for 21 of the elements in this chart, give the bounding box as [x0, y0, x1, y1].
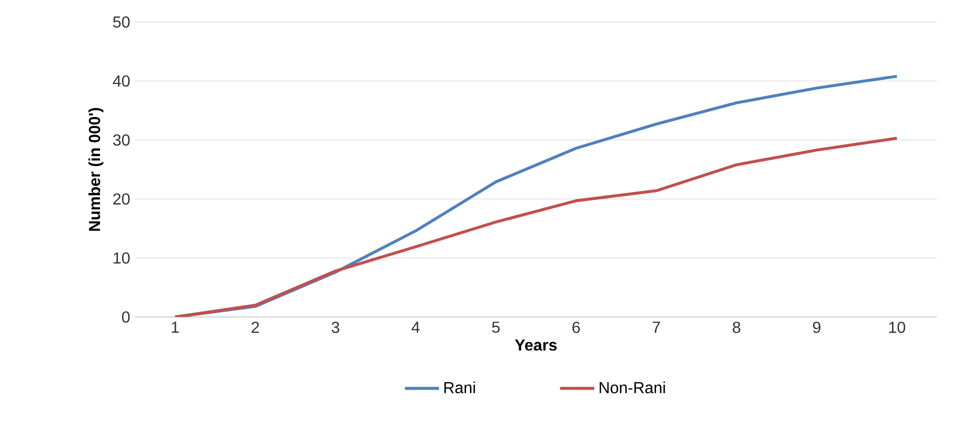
- y-tick-label: 30: [113, 134, 130, 146]
- legend-label: Rani: [444, 382, 475, 394]
- y-tick-label: 50: [113, 16, 130, 28]
- y-axis-title: Number (in 000'): [88, 108, 104, 231]
- x-tick-label: 7: [652, 322, 660, 333]
- legend-label: Non-Rani: [600, 382, 665, 394]
- x-tick-label: 3: [332, 322, 340, 334]
- x-axis-title: Years: [514, 340, 557, 351]
- line-series: [174, 136, 898, 317]
- y-tick-label: 20: [113, 193, 130, 205]
- y-tick-label: 40: [112, 75, 130, 87]
- x-tick-label: 6: [572, 322, 580, 334]
- y-tick-label: 10: [114, 252, 130, 264]
- x-tick-label: 9: [813, 322, 820, 334]
- x-tick-label: 4: [412, 322, 420, 333]
- x-tick-label: 1: [172, 322, 179, 333]
- y-tick-label: 0: [122, 311, 130, 323]
- x-tick-label: 10: [889, 322, 906, 334]
- x-tick-label: 2: [252, 322, 259, 333]
- x-tick-label: 8: [732, 322, 740, 334]
- x-tick-label: 5: [492, 322, 500, 333]
